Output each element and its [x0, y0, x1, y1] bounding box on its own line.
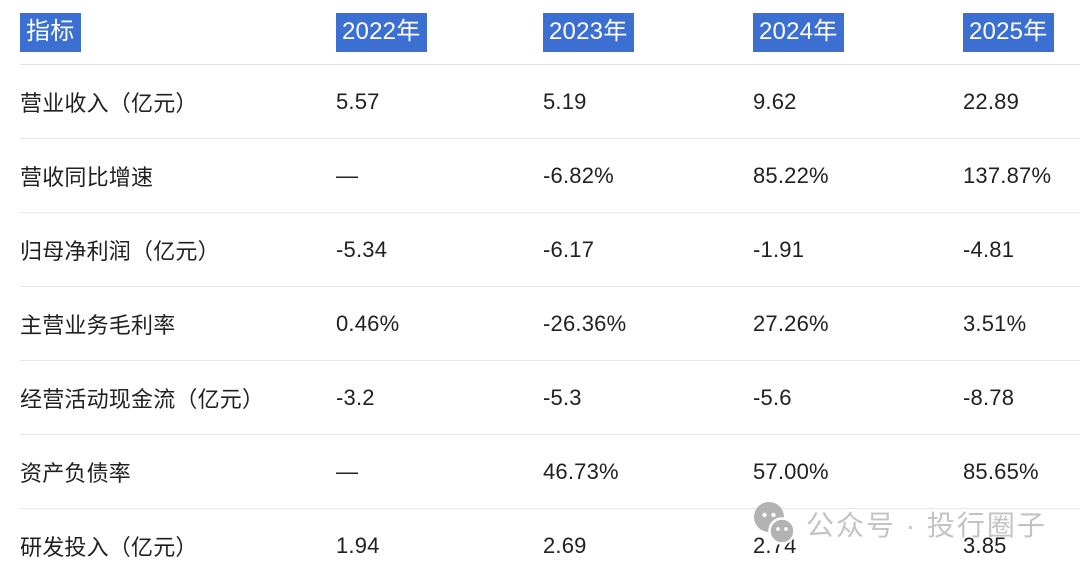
value-2024: 57.00% — [753, 458, 829, 484]
header-year-2022-cell: 2022年 — [336, 12, 543, 52]
metric-label: 经营活动现金流（亿元） — [20, 386, 265, 412]
value-2025: 3.85 — [963, 533, 1007, 558]
value-2024: 85.22% — [753, 162, 829, 188]
header-metric-label: 指标 — [20, 12, 82, 52]
value-2024: 9.62 — [753, 88, 797, 114]
table-row: 主营业务毛利率 0.46% -26.36% 27.26% 3.51% — [20, 287, 1080, 361]
value-2022: — — [336, 458, 359, 484]
value-2024: -5.6 — [753, 384, 792, 410]
value-2025: -8.78 — [963, 384, 1015, 410]
header-year-2025: 2025年 — [963, 12, 1055, 52]
value-2022: — — [336, 162, 359, 188]
value-2025: 22.89 — [963, 88, 1020, 114]
header-year-2024: 2024年 — [753, 12, 845, 52]
value-2023: 46.73% — [543, 458, 619, 484]
value-2025: -4.81 — [963, 236, 1015, 262]
metric-label: 营收同比增速 — [20, 164, 154, 190]
table-row: 归母净利润（亿元） -5.34 -6.17 -1.91 -4.81 — [20, 213, 1080, 287]
value-2025: 137.87% — [963, 162, 1052, 188]
value-2022: -5.34 — [336, 236, 388, 262]
value-2023: -26.36% — [543, 310, 627, 336]
metric-label: 资产负债率 — [20, 460, 132, 486]
value-2022: 1.94 — [336, 533, 380, 558]
table-row: 营业收入（亿元） 5.57 5.19 9.62 22.89 — [20, 65, 1080, 139]
metric-label: 主营业务毛利率 — [20, 312, 176, 338]
value-2025: 3.51% — [963, 310, 1027, 336]
value-2023: 2.69 — [543, 533, 587, 558]
value-2023: -6.17 — [543, 236, 595, 262]
table-row: 资产负债率 — 46.73% 57.00% 85.65% — [20, 435, 1080, 509]
metric-label: 营业收入（亿元） — [20, 90, 198, 116]
value-2025: 85.65% — [963, 458, 1039, 484]
value-2022: 5.57 — [336, 88, 380, 114]
table-row: 研发投入（亿元） 1.94 2.69 2.74 3.85 — [20, 509, 1080, 571]
value-2022: 0.46% — [336, 310, 400, 336]
table-row: 经营活动现金流（亿元） -3.2 -5.3 -5.6 -8.78 — [20, 361, 1080, 435]
table-body: 营业收入（亿元） 5.57 5.19 9.62 22.89 营收同比增速 — -… — [0, 65, 1080, 571]
value-2024: 27.26% — [753, 310, 829, 336]
metric-label: 归母净利润（亿元） — [20, 238, 220, 264]
value-2023: 5.19 — [543, 88, 587, 114]
value-2023: -5.3 — [543, 384, 582, 410]
header-year-2025-cell: 2025年 — [963, 12, 1080, 52]
header-metric-cell: 指标 — [20, 12, 336, 52]
header-year-2022: 2022年 — [336, 12, 428, 52]
value-2023: -6.82% — [543, 162, 614, 188]
header-year-2023-cell: 2023年 — [543, 12, 753, 52]
metric-label: 研发投入（亿元） — [20, 535, 198, 560]
table-header-row: 指标 2022年 2023年 2024年 2025年 — [20, 0, 1080, 65]
value-2024: -1.91 — [753, 236, 805, 262]
value-2024: 2.74 — [753, 533, 797, 558]
value-2022: -3.2 — [336, 384, 375, 410]
header-year-2023: 2023年 — [543, 12, 635, 52]
table-row: 营收同比增速 — -6.82% 85.22% 137.87% — [20, 139, 1080, 213]
header-year-2024-cell: 2024年 — [753, 12, 963, 52]
